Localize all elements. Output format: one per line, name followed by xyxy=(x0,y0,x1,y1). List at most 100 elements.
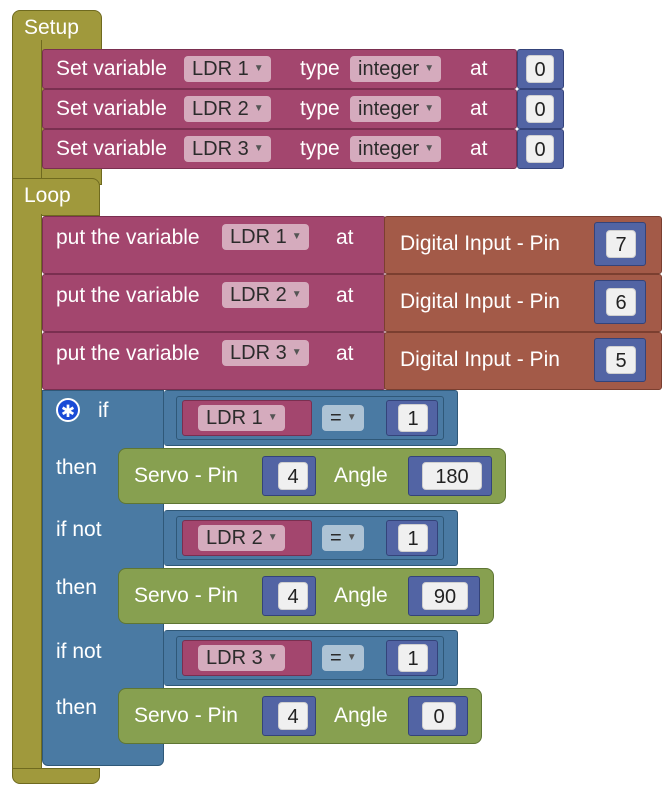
dropdown-arrow-icon: ▼ xyxy=(291,289,302,300)
angle-label: Angle xyxy=(334,704,388,727)
type-dropdown[interactable]: integer ▼ xyxy=(350,136,442,162)
variable-dropdown[interactable]: LDR 1 ▼ xyxy=(184,56,271,82)
digital-input-label: Digital Input - Pin xyxy=(400,290,560,313)
operator-dropdown[interactable]: = ▼ xyxy=(322,405,364,431)
dropdown-arrow-icon: ▼ xyxy=(424,103,435,114)
set-variable-label: Set variable xyxy=(56,137,167,160)
variable-name: LDR 2 xyxy=(206,527,263,549)
servo-label: Servo - Pin xyxy=(134,584,238,607)
dropdown-arrow-icon: ▼ xyxy=(291,347,302,358)
dropdown-arrow-icon: ▼ xyxy=(253,143,264,154)
gear-icon[interactable]: ✱ xyxy=(56,398,80,422)
pin-field[interactable]: 7 xyxy=(606,230,636,258)
set-variable-label: Set variable xyxy=(56,97,167,120)
variable-dropdown[interactable]: LDR 2 ▼ xyxy=(198,525,285,551)
variable-name: LDR 3 xyxy=(192,138,249,160)
variable-dropdown[interactable]: LDR 2 ▼ xyxy=(222,282,309,308)
number-field[interactable]: 1 xyxy=(398,404,428,432)
at-label: at xyxy=(336,226,354,249)
operator-dropdown[interactable]: = ▼ xyxy=(322,525,364,551)
variable-name: LDR 3 xyxy=(230,342,287,364)
put-variable-label: put the variable xyxy=(56,342,200,365)
dropdown-arrow-icon: ▼ xyxy=(346,532,357,543)
servo-pin-field[interactable]: 4 xyxy=(278,582,308,610)
pin-number-block[interactable] xyxy=(594,280,646,324)
then-label: then xyxy=(56,696,97,719)
dropdown-arrow-icon: ▼ xyxy=(267,652,278,663)
pin-field[interactable]: 5 xyxy=(606,346,636,374)
variable-dropdown[interactable]: LDR 2 ▼ xyxy=(184,96,271,122)
put-variable-label: put the variable xyxy=(56,226,200,249)
type-name: integer xyxy=(358,138,420,160)
number-field[interactable]: 0 xyxy=(526,135,554,163)
operator-name: = xyxy=(330,647,342,669)
type-name: integer xyxy=(358,98,420,120)
number-field[interactable]: 1 xyxy=(398,644,428,672)
number-field[interactable]: 0 xyxy=(526,95,554,123)
variable-name: LDR 1 xyxy=(206,407,263,429)
setup-arm xyxy=(12,40,42,180)
servo-label: Servo - Pin xyxy=(134,464,238,487)
dropdown-arrow-icon: ▼ xyxy=(424,143,435,154)
variable-dropdown[interactable]: LDR 3 ▼ xyxy=(222,340,309,366)
at-label: at xyxy=(470,137,488,160)
servo-label: Servo - Pin xyxy=(134,704,238,727)
operator-name: = xyxy=(330,527,342,549)
type-label: type xyxy=(300,97,340,120)
dropdown-arrow-icon: ▼ xyxy=(346,412,357,423)
put-variable-block[interactable] xyxy=(42,332,386,390)
dropdown-arrow-icon: ▼ xyxy=(267,412,278,423)
at-label: at xyxy=(470,97,488,120)
loop-arm xyxy=(12,214,42,770)
operator-dropdown[interactable]: = ▼ xyxy=(322,645,364,671)
type-dropdown[interactable]: integer ▼ xyxy=(350,56,442,82)
dropdown-arrow-icon: ▼ xyxy=(291,231,302,242)
set-variable-label: Set variable xyxy=(56,57,167,80)
pin-field[interactable]: 6 xyxy=(606,288,636,316)
then-label: then xyxy=(56,456,97,479)
variable-name: LDR 3 xyxy=(206,647,263,669)
angle-field[interactable]: 180 xyxy=(422,462,482,490)
type-label: type xyxy=(300,137,340,160)
loop-block[interactable] xyxy=(12,178,100,216)
variable-dropdown[interactable]: LDR 1 ▼ xyxy=(198,405,285,431)
if-label: if xyxy=(98,399,109,422)
variable-name: LDR 1 xyxy=(230,226,287,248)
servo-pin-field[interactable]: 4 xyxy=(278,702,308,730)
angle-field[interactable]: 90 xyxy=(422,582,468,610)
ifnot-label: if not xyxy=(56,518,102,541)
angle-field[interactable]: 0 xyxy=(422,702,456,730)
operator-name: = xyxy=(330,407,342,429)
dropdown-arrow-icon: ▼ xyxy=(253,63,264,74)
angle-label: Angle xyxy=(334,584,388,607)
then-label: then xyxy=(56,576,97,599)
type-name: integer xyxy=(358,58,420,80)
dropdown-arrow-icon: ▼ xyxy=(253,103,264,114)
at-label: at xyxy=(336,342,354,365)
variable-dropdown[interactable]: LDR 1 ▼ xyxy=(222,224,309,250)
at-label: at xyxy=(336,284,354,307)
dropdown-arrow-icon: ▼ xyxy=(267,532,278,543)
variable-dropdown[interactable]: LDR 3 ▼ xyxy=(198,645,285,671)
type-label: type xyxy=(300,57,340,80)
put-variable-block[interactable] xyxy=(42,216,386,274)
number-field[interactable]: 1 xyxy=(398,524,428,552)
variable-name: LDR 2 xyxy=(230,284,287,306)
number-field[interactable]: 0 xyxy=(526,55,554,83)
put-variable-block[interactable] xyxy=(42,274,386,332)
variable-name: LDR 2 xyxy=(192,98,249,120)
angle-label: Angle xyxy=(334,464,388,487)
dropdown-arrow-icon: ▼ xyxy=(346,652,357,663)
digital-input-label: Digital Input - Pin xyxy=(400,348,560,371)
setup-label: Setup xyxy=(24,16,79,39)
dropdown-arrow-icon: ▼ xyxy=(424,63,435,74)
variable-dropdown[interactable]: LDR 3 ▼ xyxy=(184,136,271,162)
variable-name: LDR 1 xyxy=(192,58,249,80)
digital-input-label: Digital Input - Pin xyxy=(400,232,560,255)
put-variable-label: put the variable xyxy=(56,284,200,307)
type-dropdown[interactable]: integer ▼ xyxy=(350,96,442,122)
at-label: at xyxy=(470,57,488,80)
loop-label: Loop xyxy=(24,184,71,207)
servo-pin-field[interactable]: 4 xyxy=(278,462,308,490)
loop-foot xyxy=(12,768,100,784)
